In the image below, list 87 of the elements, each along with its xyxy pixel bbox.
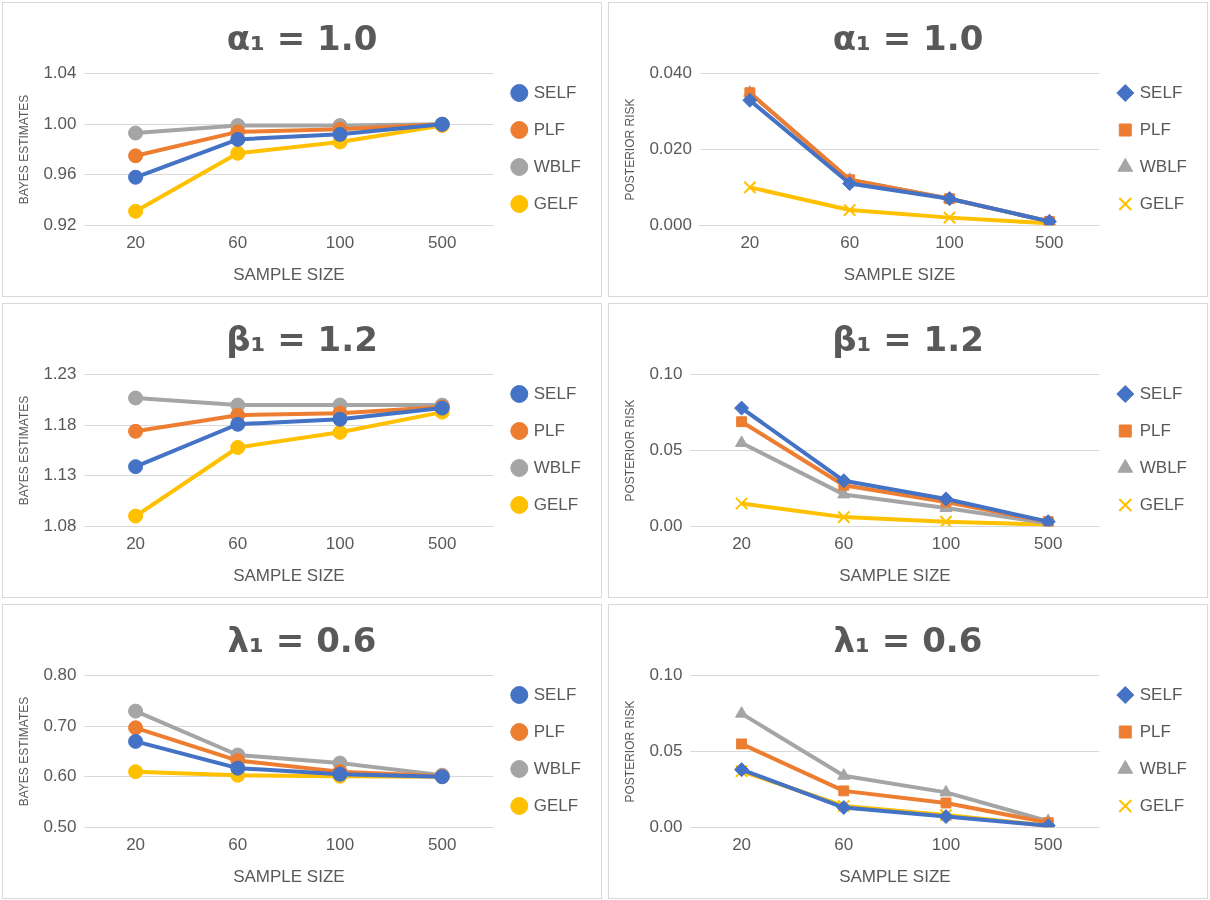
legend-label: PLF	[533, 721, 565, 741]
legend-label: GELF	[1139, 494, 1185, 514]
y-axis-title: BAYES ESTIMATES	[16, 395, 31, 506]
x-tick-label: 20	[732, 835, 752, 855]
y-tick-label: 0.00	[649, 515, 683, 535]
legend-label: PLF	[1139, 721, 1171, 741]
legend-label: SELF	[1139, 383, 1183, 403]
chart-title: β₁ = 1.2	[226, 319, 378, 360]
legend-label: PLF	[533, 420, 565, 440]
x-tick-label: 60	[840, 233, 860, 253]
y-axis-title: POSTERIOR RISK	[622, 700, 637, 803]
y-tick-label: 0.020	[649, 139, 692, 159]
legend-label: SELF	[1139, 684, 1183, 704]
x-axis-title: SAMPLE SIZE	[839, 566, 951, 586]
x-tick-label: 500	[427, 233, 457, 253]
chart-title: α₁ = 1.0	[226, 18, 378, 59]
y-tick-label: 1.00	[43, 113, 77, 133]
x-tick-label: 60	[228, 534, 248, 554]
chart-title: λ₁ = 0.6	[227, 620, 377, 661]
x-axis-title: SAMPLE SIZE	[233, 867, 345, 887]
x-tick-label: 100	[931, 534, 961, 554]
x-tick-label: 100	[931, 835, 961, 855]
chart-title: λ₁ = 0.6	[833, 620, 983, 661]
legend-label: GELF	[1139, 795, 1185, 815]
y-tick-label: 0.96	[43, 164, 77, 184]
x-tick-label: 100	[325, 233, 355, 253]
y-axis-title: POSTERIOR RISK	[622, 98, 637, 201]
chart-title: α₁ = 1.0	[832, 18, 984, 59]
x-tick-label: 500	[427, 534, 457, 554]
x-tick-label: 100	[325, 534, 355, 554]
legend-label: SELF	[1139, 82, 1183, 102]
legend-label: GELF	[533, 193, 579, 213]
y-tick-label: 0.92	[43, 214, 77, 234]
y-tick-label: 0.05	[649, 741, 683, 761]
legend-label: GELF	[1139, 193, 1185, 213]
y-tick-label: 0.000	[649, 214, 692, 234]
x-axis-title: SAMPLE SIZE	[233, 265, 345, 285]
x-tick-label: 500	[1035, 233, 1064, 253]
x-tick-label: 500	[1033, 835, 1063, 855]
legend-label: SELF	[533, 684, 577, 704]
y-tick-label: 1.08	[43, 515, 77, 535]
x-tick-label: 60	[228, 835, 248, 855]
x-axis-title: SAMPLE SIZE	[843, 265, 956, 285]
x-tick-label: 500	[427, 835, 457, 855]
legend-label: PLF	[1139, 420, 1171, 440]
chart-title: β₁ = 1.2	[832, 319, 984, 360]
legend-label: SELF	[533, 383, 577, 403]
legend-label: WBLF	[1139, 758, 1188, 778]
x-axis-title: SAMPLE SIZE	[839, 867, 951, 887]
x-tick-label: 20	[126, 534, 146, 554]
legend-label: WBLF	[533, 156, 582, 176]
x-axis-title: SAMPLE SIZE	[233, 566, 345, 586]
y-tick-label: 0.05	[649, 440, 683, 460]
y-tick-label: 0.040	[649, 63, 692, 83]
x-tick-label: 100	[935, 233, 964, 253]
x-tick-label: 100	[325, 835, 355, 855]
x-tick-label: 60	[228, 233, 248, 253]
x-tick-label: 20	[740, 233, 760, 253]
x-tick-label: 500	[1033, 534, 1063, 554]
y-axis-title: BAYES ESTIMATES	[16, 696, 31, 807]
y-tick-label: 0.10	[649, 665, 683, 685]
y-tick-label: 1.04	[43, 63, 77, 83]
legend-label: WBLF	[533, 758, 582, 778]
x-tick-label: 20	[732, 534, 752, 554]
x-tick-label: 60	[834, 835, 854, 855]
y-tick-label: 1.23	[43, 364, 77, 384]
legend-label: WBLF	[1139, 156, 1188, 176]
legend-label: WBLF	[533, 457, 582, 477]
y-tick-label: 0.80	[43, 665, 77, 685]
y-tick-label: 1.18	[43, 414, 77, 434]
y-tick-label: 1.13	[43, 465, 77, 485]
y-axis-title: POSTERIOR RISK	[622, 399, 637, 502]
y-tick-label: 0.10	[649, 364, 683, 384]
legend-label: PLF	[533, 119, 565, 139]
y-tick-label: 0.70	[43, 715, 77, 735]
legend-label: WBLF	[1139, 457, 1188, 477]
legend-label: SELF	[533, 82, 577, 102]
legend-label: PLF	[1139, 119, 1171, 139]
y-axis-title: BAYES ESTIMATES	[16, 94, 31, 205]
x-tick-label: 20	[126, 835, 146, 855]
x-tick-label: 20	[126, 233, 146, 253]
y-tick-label: 0.60	[43, 766, 77, 786]
y-tick-label: 0.50	[43, 816, 77, 836]
legend-label: GELF	[533, 795, 579, 815]
x-tick-label: 60	[834, 534, 854, 554]
y-tick-label: 0.00	[649, 816, 683, 836]
legend-label: GELF	[533, 494, 579, 514]
